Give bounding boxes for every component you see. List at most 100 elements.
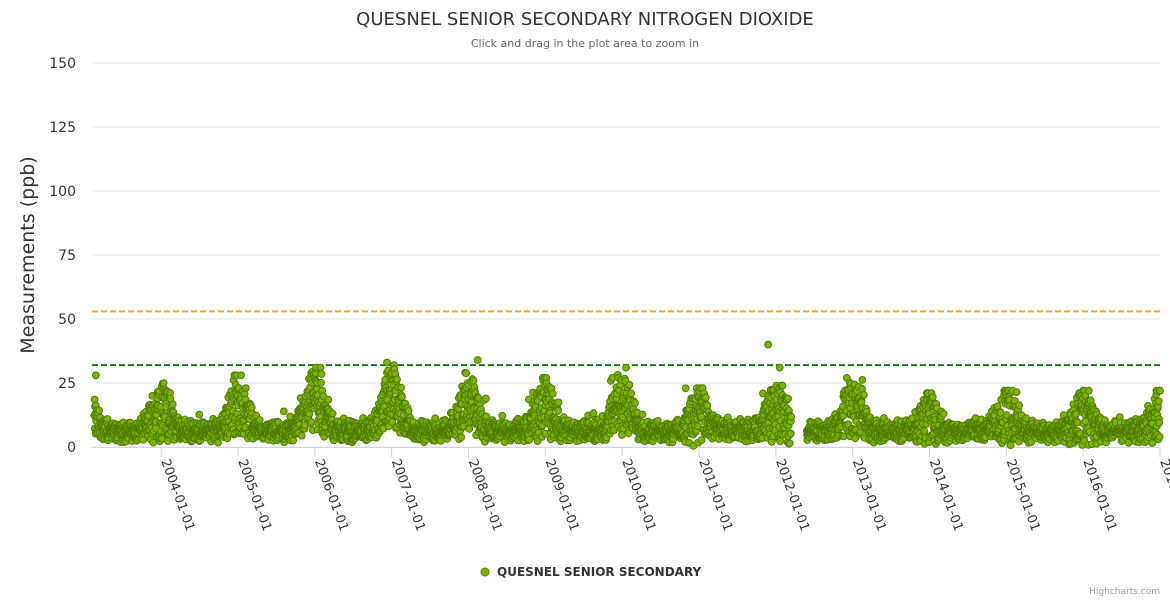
data-point[interactable]: [307, 418, 316, 427]
x-tick-label: 2005-01-01: [234, 457, 274, 533]
data-point[interactable]: [1084, 386, 1093, 395]
x-tick-label: 2010-01-01: [618, 457, 658, 533]
data-point[interactable]: [328, 409, 337, 418]
data-point[interactable]: [1012, 388, 1021, 397]
data-point[interactable]: [319, 392, 328, 400]
x-tick-label: 2004-01-01: [157, 457, 197, 533]
data-point[interactable]: [681, 384, 690, 393]
data-point[interactable]: [383, 358, 391, 367]
x-tick-label: 2016-01-01: [1079, 457, 1119, 533]
chart-subtitle: Click and drag in the plot area to zoom …: [471, 37, 699, 50]
data-point[interactable]: [1155, 432, 1164, 441]
legend-label[interactable]: QUESNEL SENIOR SECONDARY: [497, 565, 702, 579]
data-point[interactable]: [159, 379, 168, 388]
y-tick-label: 150: [49, 56, 76, 72]
y-tick-label: 50: [58, 312, 76, 328]
data-point[interactable]: [786, 429, 795, 438]
y-tick-label: 100: [49, 184, 76, 200]
y-tick-label: 75: [58, 248, 76, 264]
data-point[interactable]: [554, 398, 563, 407]
x-axis-ticks: 2004-01-01 2005-01-01 2006-01-01 2007-01-01…: [157, 447, 1170, 533]
chart-title: QUESNEL SENIOR SECONDARY NITROGEN DIOXID…: [356, 9, 814, 30]
data-point[interactable]: [778, 381, 787, 390]
data-point[interactable]: [631, 399, 639, 407]
data-point[interactable]: [702, 393, 710, 402]
data-point[interactable]: [404, 407, 413, 415]
data-points[interactable]: [90, 340, 1164, 450]
data-point[interactable]: [149, 438, 158, 447]
data-point[interactable]: [397, 383, 406, 392]
data-point[interactable]: [920, 427, 929, 436]
data-point[interactable]: [939, 409, 948, 418]
data-point[interactable]: [776, 437, 785, 446]
x-tick-label: 2012-01-01: [772, 457, 812, 533]
data-point[interactable]: [289, 436, 298, 445]
y-axis-label: Measurements (ppb): [17, 156, 39, 353]
data-point[interactable]: [787, 412, 796, 421]
data-point[interactable]: [618, 431, 626, 439]
data-point[interactable]: [1006, 441, 1015, 450]
data-point[interactable]: [928, 393, 937, 402]
data-point[interactable]: [469, 376, 478, 385]
data-point[interactable]: [168, 400, 177, 409]
y-tick-label: 125: [49, 120, 76, 136]
data-point[interactable]: [858, 376, 867, 384]
data-point[interactable]: [625, 380, 634, 389]
data-point[interactable]: [589, 409, 598, 418]
data-point[interactable]: [622, 363, 630, 372]
data-point[interactable]: [462, 369, 471, 378]
data-point[interactable]: [482, 394, 490, 403]
data-point[interactable]: [1072, 410, 1080, 418]
data-point[interactable]: [316, 363, 325, 372]
data-point[interactable]: [247, 403, 256, 412]
data-point[interactable]: [91, 371, 100, 380]
data-point[interactable]: [1154, 397, 1163, 406]
data-point[interactable]: [398, 393, 406, 401]
data-point[interactable]: [775, 363, 784, 372]
data-point[interactable]: [90, 395, 99, 404]
data-point[interactable]: [784, 394, 792, 403]
x-tick-label: 2008-01-01: [465, 457, 505, 533]
x-tick-label: 2006-01-01: [311, 457, 351, 533]
data-point[interactable]: [457, 433, 466, 442]
data-point[interactable]: [163, 437, 172, 445]
data-point[interactable]: [1156, 386, 1164, 395]
x-tick-label: 2015-01-01: [1003, 457, 1043, 533]
credits-link[interactable]: Highcharts.com: [1089, 587, 1160, 597]
data-point[interactable]: [324, 395, 333, 404]
x-tick-label: 2017-01-01: [1156, 457, 1170, 533]
data-point[interactable]: [195, 410, 204, 419]
x-tick-label: 2014-01-01: [926, 457, 966, 533]
data-point[interactable]: [237, 371, 246, 380]
data-point[interactable]: [638, 410, 647, 419]
data-point[interactable]: [498, 411, 507, 420]
data-point[interactable]: [554, 406, 562, 415]
data-point[interactable]: [393, 375, 401, 384]
data-point[interactable]: [1015, 401, 1023, 410]
legend-marker[interactable]: [480, 567, 490, 577]
y-tick-label: 0: [67, 440, 76, 456]
data-point[interactable]: [388, 418, 397, 426]
data-point[interactable]: [785, 439, 794, 448]
data-point[interactable]: [214, 438, 222, 447]
data-point[interactable]: [317, 370, 326, 378]
data-point[interactable]: [703, 401, 712, 410]
data-point[interactable]: [317, 378, 325, 387]
data-point[interactable]: [860, 391, 868, 399]
data-point[interactable]: [764, 340, 772, 349]
data-point[interactable]: [548, 389, 557, 398]
data-point[interactable]: [525, 435, 534, 444]
data-point[interactable]: [465, 425, 474, 433]
data-point[interactable]: [473, 356, 482, 364]
data-point[interactable]: [95, 406, 104, 415]
data-point[interactable]: [279, 407, 288, 416]
data-point[interactable]: [297, 431, 306, 440]
data-point[interactable]: [1155, 418, 1164, 427]
legend[interactable]: QUESNEL SENIOR SECONDARY: [480, 565, 702, 579]
data-point[interactable]: [697, 436, 706, 445]
x-tick-label: 2013-01-01: [849, 457, 889, 533]
data-point[interactable]: [627, 389, 635, 398]
data-point[interactable]: [242, 384, 250, 393]
x-tick-label: 2007-01-01: [388, 457, 428, 533]
